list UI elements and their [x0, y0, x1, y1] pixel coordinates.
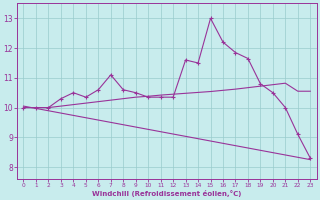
- X-axis label: Windchill (Refroidissement éolien,°C): Windchill (Refroidissement éolien,°C): [92, 190, 242, 197]
